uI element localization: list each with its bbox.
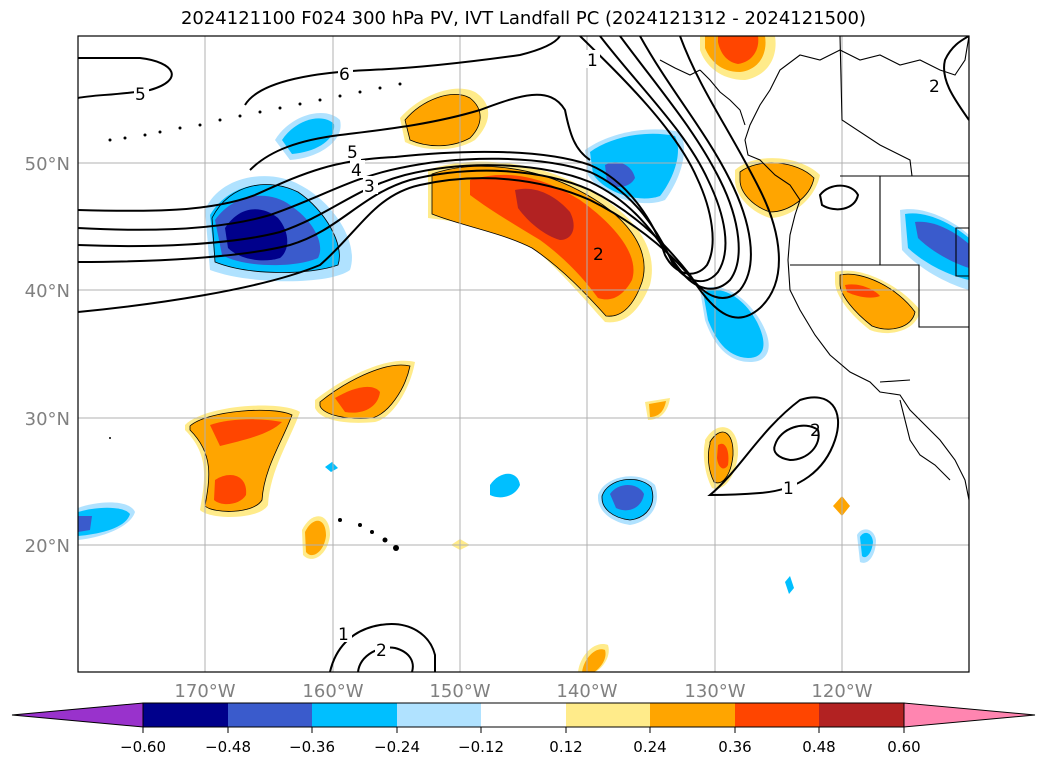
- contour-label: 1: [783, 479, 794, 499]
- positive-anomaly-region: [214, 475, 247, 505]
- contour-line: [78, 36, 714, 275]
- longitude-labels: 170°W 160°W 150°W 140°W 130°W 120°W: [174, 681, 872, 702]
- contour-label: 2: [593, 245, 604, 265]
- contour-line: [707, 396, 840, 497]
- positive-anomaly-region: [515, 188, 574, 240]
- contour-line: [357, 646, 414, 672]
- negative-anomaly-region: [325, 462, 338, 472]
- contour-line: [78, 36, 740, 290]
- negative-anomaly-region: [605, 162, 635, 187]
- contour-label: 1: [338, 625, 349, 645]
- contour-label: 2: [929, 77, 940, 97]
- latitude-labels: 50°N 40°N 30°N 20°N: [25, 154, 70, 557]
- coastlines: [659, 36, 969, 501]
- positive-anomaly-region: [335, 386, 380, 413]
- lon-label: 170°W: [174, 681, 235, 702]
- colorbar: −0.60 −0.48 −0.36 −0.24 −0.12 0.12 0.24 …: [11, 702, 1036, 756]
- positive-anomaly-region: [649, 401, 666, 417]
- contour-line: [773, 424, 820, 462]
- contour-line: [943, 36, 969, 121]
- negative-anomaly-region: [78, 516, 92, 532]
- negative-anomaly-region: [703, 289, 764, 358]
- colorbar-tick: −0.60: [120, 738, 166, 756]
- contour-labels: 1 2 3 4 5 6 5 2 1 2 1 2: [134, 50, 943, 661]
- contour-line: [244, 36, 561, 106]
- shading-layer: [78, 36, 969, 672]
- lon-label: 140°W: [556, 681, 617, 702]
- negative-anomaly-region: [78, 507, 130, 536]
- contour-line: [249, 93, 591, 171]
- positive-anomaly-region: [582, 649, 606, 672]
- positive-anomaly-region: [740, 162, 814, 212]
- contour-label: 1: [587, 51, 598, 71]
- colorbar-segment: [481, 703, 566, 727]
- colorbar-segment: [397, 703, 481, 727]
- colorbar-tick: 0.48: [802, 738, 835, 756]
- colorbar-tick: −0.24: [374, 738, 420, 756]
- lat-label: 50°N: [25, 154, 70, 175]
- map-background: [78, 36, 969, 672]
- lat-label: 30°N: [25, 409, 70, 430]
- negative-anomaly-region: [785, 576, 794, 594]
- contour-line: [78, 57, 173, 99]
- shading-outlines: [189, 94, 916, 521]
- colorbar-segment: [312, 703, 397, 727]
- colorbar-tick: −0.36: [289, 738, 335, 756]
- colorbar-segment: [11, 702, 144, 728]
- contour-line: [78, 36, 727, 282]
- colorbar-segment: [819, 703, 904, 727]
- islands: [108, 82, 402, 551]
- positive-anomaly-region: [718, 36, 759, 64]
- colorbar-tick: 0.24: [633, 738, 666, 756]
- negative-anomaly-region: [610, 485, 644, 511]
- contour-label: 3: [364, 177, 375, 197]
- contour-line: [78, 36, 752, 299]
- negative-anomaly-region: [490, 473, 520, 498]
- colorbar-segment: [228, 703, 312, 727]
- contour-line: [818, 184, 860, 211]
- pv-contours: [78, 36, 969, 672]
- gridlines: [78, 36, 969, 672]
- positive-anomaly-region: [845, 284, 880, 298]
- colorbar-segment: [650, 703, 735, 727]
- positive-anomaly-region: [305, 520, 326, 556]
- lon-label: 150°W: [429, 681, 490, 702]
- contour-line: [329, 623, 436, 672]
- lat-label: 20°N: [25, 536, 70, 557]
- colorbar-tick: −0.12: [458, 738, 504, 756]
- contour-label: 5: [135, 85, 146, 105]
- colorbar-segment: [566, 703, 650, 727]
- map-title: 2024121100 F024 300 hPa PV, IVT Landfall…: [180, 8, 867, 29]
- positive-anomaly-region: [210, 419, 282, 446]
- lon-label: 160°W: [302, 681, 363, 702]
- positive-anomaly-region: [717, 443, 729, 469]
- colorbar-tick: 0.60: [887, 738, 920, 756]
- contour-label: 6: [339, 65, 350, 85]
- contour-label: 4: [351, 161, 362, 181]
- colorbar-tick: 0.36: [718, 738, 751, 756]
- colorbar-segment: [143, 703, 228, 727]
- contour-label: 5: [347, 143, 358, 163]
- positive-anomaly-region: [470, 174, 634, 300]
- colorbar-tick: −0.48: [205, 738, 251, 756]
- lon-label: 120°W: [811, 681, 872, 702]
- contour-label: 2: [810, 421, 821, 441]
- map-frame: [77, 35, 970, 673]
- colorbar-segment: [903, 702, 1036, 728]
- colorbar-segment: [735, 703, 819, 727]
- colorbar-tick: 0.12: [549, 738, 582, 756]
- lon-label: 130°W: [684, 681, 745, 702]
- lat-label: 40°N: [25, 281, 70, 302]
- contour-line: [78, 36, 780, 319]
- contour-label: 2: [376, 641, 387, 661]
